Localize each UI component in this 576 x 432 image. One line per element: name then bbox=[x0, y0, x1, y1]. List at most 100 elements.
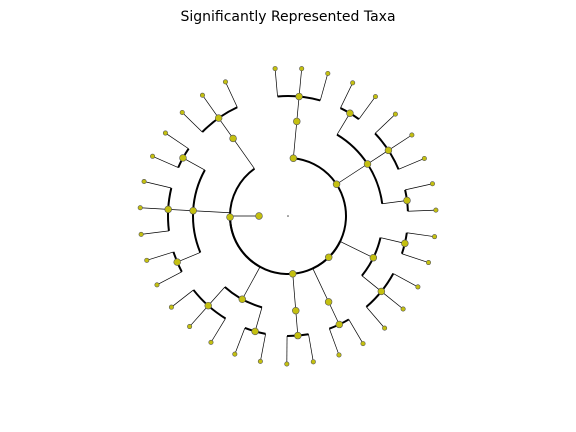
leaf-node bbox=[179, 109, 185, 115]
taxon-node bbox=[164, 205, 172, 214]
branch bbox=[232, 138, 255, 169]
leaf-node bbox=[432, 234, 438, 240]
branch bbox=[298, 68, 303, 97]
taxon-node bbox=[403, 196, 411, 205]
branch bbox=[380, 237, 405, 244]
leaf-node bbox=[310, 359, 316, 365]
leaf-node bbox=[392, 111, 398, 117]
branch bbox=[358, 96, 376, 120]
branch bbox=[292, 273, 297, 311]
leaf-node bbox=[284, 361, 290, 367]
clade-arc bbox=[229, 167, 261, 268]
branch bbox=[312, 268, 329, 303]
branch bbox=[319, 73, 329, 101]
taxon-node bbox=[289, 154, 298, 162]
branch bbox=[140, 207, 169, 210]
taxon-node bbox=[384, 146, 393, 155]
taxon-node bbox=[377, 287, 386, 296]
branch bbox=[393, 273, 419, 288]
leaf-node bbox=[336, 352, 342, 358]
taxon-node bbox=[346, 109, 354, 117]
branch bbox=[168, 208, 194, 212]
leaf-node bbox=[208, 339, 214, 345]
branch bbox=[398, 158, 425, 170]
branch bbox=[234, 327, 246, 355]
leaf-node bbox=[187, 324, 193, 330]
leaf-node bbox=[409, 132, 415, 138]
taxon-node bbox=[214, 114, 223, 122]
branch bbox=[210, 318, 226, 343]
branch bbox=[141, 230, 169, 235]
branch bbox=[189, 305, 209, 327]
branch bbox=[405, 183, 433, 191]
leaf-node bbox=[199, 92, 205, 98]
tree bbox=[137, 66, 439, 367]
taxon-node bbox=[204, 301, 212, 310]
taxon-node bbox=[238, 295, 246, 303]
branch bbox=[165, 132, 189, 150]
branch bbox=[367, 150, 389, 165]
leaf-node bbox=[272, 66, 278, 72]
leaf-node bbox=[138, 231, 144, 237]
taxon-node bbox=[295, 92, 303, 101]
branch bbox=[156, 271, 182, 286]
branch bbox=[274, 68, 278, 97]
branch bbox=[328, 301, 340, 325]
taxon-node bbox=[289, 270, 297, 278]
leaf-node bbox=[372, 94, 378, 100]
branch bbox=[182, 157, 206, 171]
branch bbox=[308, 334, 314, 362]
branch bbox=[241, 266, 261, 300]
branch bbox=[293, 121, 298, 159]
branch bbox=[295, 310, 299, 336]
branch bbox=[361, 275, 382, 292]
taxon-node bbox=[324, 298, 333, 306]
branch bbox=[193, 210, 231, 214]
branch bbox=[152, 155, 179, 168]
leaf-node bbox=[257, 358, 263, 364]
branch bbox=[177, 252, 201, 263]
leaf-node bbox=[425, 260, 431, 266]
taxon-node bbox=[189, 207, 197, 215]
branch bbox=[202, 95, 219, 119]
leaf-node bbox=[382, 325, 388, 331]
branch bbox=[146, 251, 174, 261]
leaf-node bbox=[141, 178, 147, 184]
branch bbox=[336, 113, 351, 135]
root-node bbox=[287, 215, 289, 217]
leaf-node bbox=[150, 153, 156, 159]
leaf-node bbox=[360, 341, 366, 347]
taxon-node bbox=[179, 154, 187, 162]
taxon-node bbox=[325, 253, 333, 261]
branch bbox=[182, 112, 203, 133]
leaf-node bbox=[299, 66, 305, 72]
leaf-node bbox=[162, 130, 168, 136]
branch bbox=[336, 163, 368, 185]
taxon-node bbox=[363, 160, 372, 168]
taxon-node bbox=[401, 239, 409, 248]
leaf-node bbox=[415, 284, 421, 290]
taxon-node bbox=[251, 327, 259, 336]
branch bbox=[339, 241, 374, 259]
taxon-node bbox=[173, 258, 181, 266]
leaf-node bbox=[325, 70, 331, 76]
leaf-node bbox=[222, 79, 228, 85]
leaf-node bbox=[232, 351, 238, 357]
taxon-node bbox=[294, 331, 302, 340]
branch bbox=[388, 134, 413, 151]
taxon-node bbox=[369, 254, 378, 262]
branch bbox=[381, 291, 404, 310]
branch bbox=[329, 328, 340, 356]
taxon-node bbox=[335, 320, 343, 329]
leaf-node bbox=[350, 80, 356, 86]
branch bbox=[260, 333, 266, 362]
leaf-node bbox=[421, 155, 427, 161]
leaf-node bbox=[168, 304, 174, 310]
taxon-node bbox=[229, 134, 237, 143]
leaf-node bbox=[433, 207, 439, 213]
branch bbox=[225, 81, 238, 108]
leaf-node bbox=[154, 282, 160, 288]
branch bbox=[401, 253, 429, 263]
